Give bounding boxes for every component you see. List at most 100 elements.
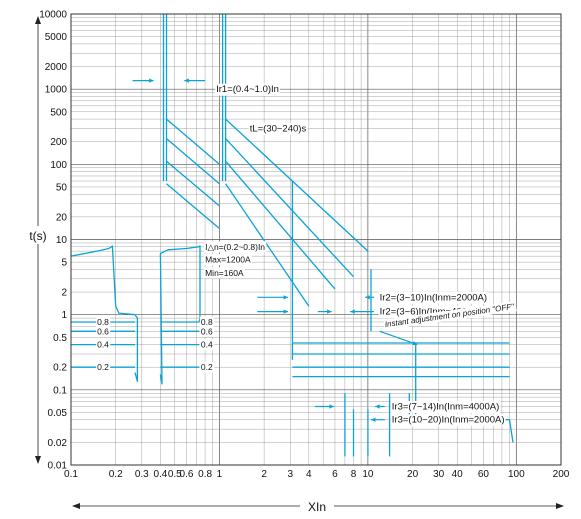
annotation-label: tL=(30~240)s <box>250 124 307 135</box>
annotation-label: Ir1=(0.4~1.0)In <box>216 84 279 95</box>
y-tick-label: 0.05 <box>48 408 68 419</box>
annotation-label: Ir2=(3~6)In(Inm=4000A) <box>380 307 482 318</box>
grid <box>70 13 562 466</box>
arrow-line <box>379 330 418 346</box>
y-axis-title: t(s) <box>29 229 46 243</box>
x-axis-title: XIn <box>308 500 326 514</box>
arrow-head <box>329 404 334 409</box>
annotation-label: Max=1200A <box>205 255 251 265</box>
x-tick-label: 100 <box>508 469 525 480</box>
y-tick-label: 20 <box>56 212 68 223</box>
y-axis-arrow-bottom <box>35 456 41 464</box>
curve-lt-min-1 <box>166 118 220 165</box>
annotations: Ir1=(0.4~1.0)In tL=(30~240)s I△n=(0.2~0.8)… <box>96 83 517 427</box>
annotation-label: 0.8 <box>201 317 213 327</box>
x-tick-label: 4 <box>306 469 312 480</box>
y-tick-label: 1000 <box>45 85 68 96</box>
y-tick-label: 200 <box>50 137 67 148</box>
annotation-label: 0.4 <box>201 340 213 350</box>
curve-lt-max-3 <box>225 160 336 290</box>
y-tick-label: 1 <box>61 310 67 321</box>
annotation-bg <box>96 339 111 351</box>
y-tick-label: 0.5 <box>53 333 67 344</box>
annotation-label: 0.6 <box>201 326 213 336</box>
y-tick-label: 0.1 <box>53 385 67 396</box>
curves <box>70 14 514 457</box>
x-tick-label: 30 <box>433 469 445 480</box>
x-axis-arrow-left <box>72 503 80 509</box>
annotation-bg <box>199 339 214 351</box>
annotation-bg <box>96 316 111 328</box>
arrow-head <box>283 295 289 300</box>
x-tick-label: 2 <box>261 469 267 480</box>
annotation-bg <box>204 241 267 253</box>
annotation-bg <box>383 301 517 330</box>
x-tick-label: 8 <box>351 469 357 480</box>
annotation-label: 0.2 <box>201 362 213 372</box>
curve-lt-min-3 <box>166 160 220 207</box>
x-tick-labels: 0.1 0.2 0.3 0.4 0.50.6 0.8 1 2 3 4 6 8 10 20 30 40 60 100… <box>64 469 570 480</box>
annotation-label: 0.6 <box>97 326 109 336</box>
arrow-head <box>365 295 370 300</box>
x-tick-label: 20 <box>407 469 419 480</box>
annotation-bg <box>204 254 252 266</box>
annotation-bg <box>390 414 506 427</box>
arrow-head <box>350 309 355 314</box>
y-tick-label: 500 <box>50 107 67 118</box>
arrows <box>132 78 418 422</box>
annotation-bg <box>96 361 111 373</box>
x-tick-label: 40 <box>452 469 464 480</box>
x-tick-label: 0.6 <box>180 469 194 480</box>
x-axis-arrow-right <box>556 503 564 509</box>
annotation-label: I△n=(0.2~0.8)In <box>205 242 265 252</box>
y-tick-label: 5000 <box>45 32 68 43</box>
arrow-head <box>149 78 154 83</box>
y-tick-label: 0.2 <box>53 363 67 374</box>
annotation-bg <box>199 325 214 337</box>
y-tick-label: 100 <box>50 160 67 171</box>
x-tick-label: 0.4 <box>153 469 167 480</box>
x-tick-label: 0.8 <box>198 469 212 480</box>
x-tick-label: 0.5 <box>168 469 182 480</box>
curve-lt-max-2 <box>225 138 354 278</box>
curve-lt-max-1 <box>225 118 369 252</box>
annotation-label: 0.8 <box>97 317 109 327</box>
x-tick-label: 0.1 <box>64 469 78 480</box>
annotation-bg <box>390 401 501 413</box>
y-tick-labels: 10000 5000 2000 1000 500 200 100 50 20 10 5 2 1 0.5 0.… <box>39 10 67 472</box>
curve-inst-6 <box>415 344 514 443</box>
curve-ground-fault-right <box>159 245 201 385</box>
arrow-head <box>371 417 376 422</box>
annotation-bg <box>248 123 308 135</box>
curve-lt-max-4 <box>225 183 310 307</box>
annotation-bg <box>199 361 214 373</box>
x-tick-label: 60 <box>478 469 490 480</box>
annotation-bg <box>378 291 489 304</box>
annotation-label: Ir3=(7~14)In(Inm=4000A) <box>392 402 499 413</box>
x-tick-label: 1 <box>217 469 223 480</box>
annotation-bg <box>204 267 245 279</box>
curve-lt-min-4 <box>166 183 220 229</box>
arrow-head <box>283 309 289 314</box>
arrow-head <box>184 78 189 83</box>
x-axis-title-group: XIn <box>72 498 564 514</box>
annotation-label: Min=160A <box>205 268 244 278</box>
y-tick-label: 2000 <box>45 62 68 73</box>
x-tick-label: 200 <box>553 469 570 480</box>
y-tick-label: 10 <box>56 235 68 246</box>
x-tick-label: 3 <box>288 469 294 480</box>
annotation-label: Ir2=(3~10)In(Inm=2000A) <box>380 292 487 303</box>
plot-frame <box>70 13 562 466</box>
x-tick-label: 6 <box>332 469 338 480</box>
y-tick-label: 50 <box>56 183 68 194</box>
x-tick-label: 10 <box>362 469 374 480</box>
annotation-bg <box>96 325 111 337</box>
y-axis-arrow-top <box>35 16 41 24</box>
y-tick-label: 10000 <box>39 10 67 21</box>
y-tick-label: 0.02 <box>48 438 68 449</box>
x-tick-label: 0.2 <box>109 469 123 480</box>
annotation-label: 0.4 <box>97 340 109 350</box>
arrow-head <box>327 309 332 314</box>
annotation-label: 0.2 <box>97 362 109 372</box>
y-tick-label: 5 <box>61 258 67 269</box>
